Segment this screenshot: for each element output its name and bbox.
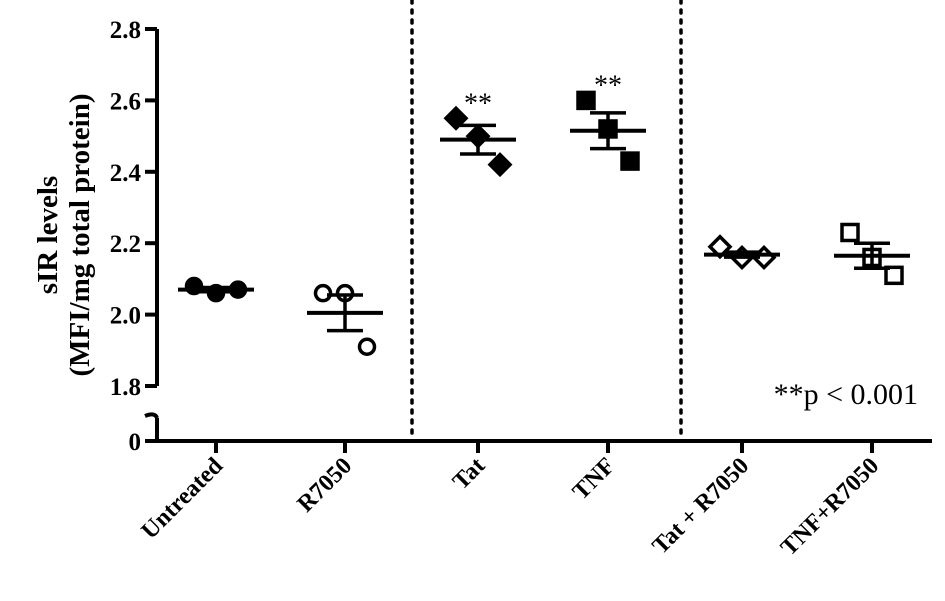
x-category-label: R7050 [293, 453, 358, 518]
x-category-label: TNF [568, 453, 620, 505]
p-value-annotation: **p < 0.001 [774, 378, 918, 411]
data-point [357, 337, 377, 356]
data-point [840, 222, 860, 243]
data-point [576, 90, 596, 111]
y-tick-label-zero: 0 [129, 429, 142, 456]
y-tick-label: 2.4 [110, 160, 142, 187]
y-axis-title-line1: sIR levels [32, 176, 64, 294]
y-tick-label: 2.0 [110, 303, 141, 330]
significance-marker: ** [464, 88, 492, 119]
data-point [884, 265, 904, 286]
y-tick-label: 2.8 [110, 17, 141, 44]
x-category-label: Tat [448, 453, 490, 495]
y-tick-label: 2.6 [110, 88, 141, 115]
significance-marker: ** [594, 70, 622, 101]
x-category-label: Tat + R7050 [648, 453, 755, 560]
data-point [620, 151, 640, 171]
data-point [313, 283, 333, 303]
data-point [443, 105, 469, 131]
y-axis-break-mark [144, 412, 159, 419]
data-point [487, 152, 513, 178]
y-axis-title-line2: (MFI/mg total protein) [64, 94, 96, 377]
y-tick-label: 1.8 [110, 374, 141, 401]
x-category-label: Untreated [137, 452, 229, 544]
y-tick-label: 2.2 [110, 231, 141, 258]
x-category-label: TNF+R7050 [776, 453, 884, 561]
